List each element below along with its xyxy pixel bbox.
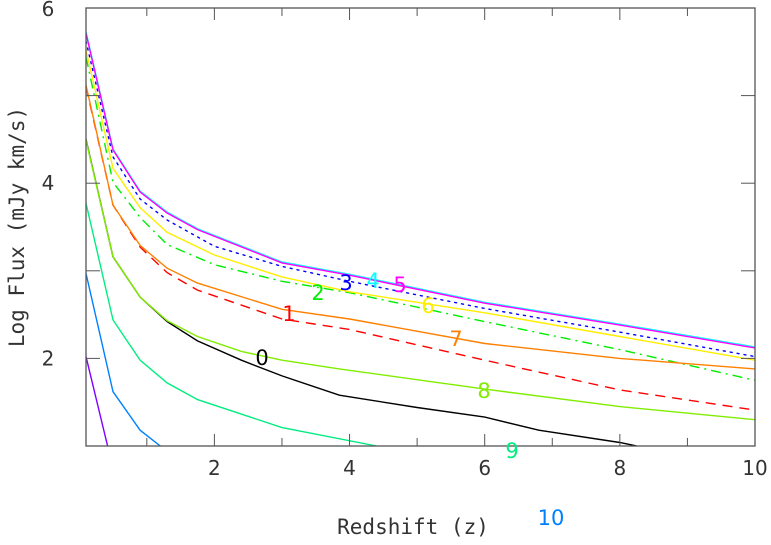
x-tick-label: 6 <box>478 456 491 480</box>
x-tick-label: 4 <box>343 456 356 480</box>
curve-label-9: 9 <box>505 439 518 463</box>
curves <box>86 31 755 446</box>
x-axis-label: Redshift (z) <box>337 515 489 539</box>
plot-frame <box>85 7 756 447</box>
curve-label-0: 0 <box>255 346 268 370</box>
curve-10 <box>86 273 161 446</box>
x-tick-label: 10 <box>742 456 767 480</box>
curve-9 <box>86 203 377 446</box>
x-tick-label: 2 <box>208 456 221 480</box>
tick-labels: 2 4 6 8 10 2 4 6 <box>42 0 768 480</box>
curve-3 <box>86 40 755 358</box>
curve-0 <box>86 139 637 446</box>
curve-6 <box>86 49 755 361</box>
y-tick-label: 6 <box>42 0 55 21</box>
y-tick-label: 2 <box>42 346 55 370</box>
curve-label-7: 7 <box>449 327 462 351</box>
ticks <box>86 8 755 446</box>
curve-extra <box>86 356 109 446</box>
x-tick-label: 8 <box>613 456 626 480</box>
y-tick-label: 4 <box>42 171 55 195</box>
curve-label-10: 10 <box>538 506 565 530</box>
y-axis-label: Log Flux (mJy km/s) <box>5 107 29 347</box>
curve-8 <box>86 140 755 421</box>
curve-label-3: 3 <box>339 271 352 295</box>
curve-label-5: 5 <box>393 273 406 297</box>
curve-label-1: 1 <box>282 302 295 326</box>
curve-label-6: 6 <box>421 294 434 318</box>
curve-7 <box>86 84 755 370</box>
curve-5 <box>86 33 755 349</box>
curve-label-8: 8 <box>477 379 490 403</box>
curve-label-4: 4 <box>366 269 379 293</box>
curve-label-2: 2 <box>311 281 324 305</box>
